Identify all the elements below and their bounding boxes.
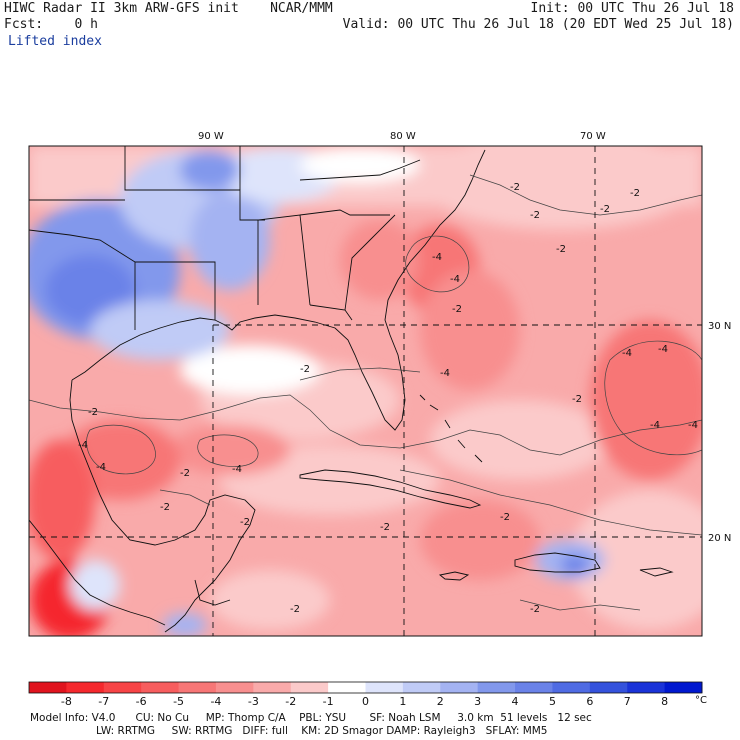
colorbar-swatch xyxy=(552,682,591,693)
colorbar-tick-label: -4 xyxy=(210,695,222,708)
contour-label: -2 xyxy=(530,604,540,615)
colorbar-tick-label: -5 xyxy=(173,695,185,708)
coastlines-and-borders xyxy=(29,146,674,633)
colorbar-tick-label: -6 xyxy=(135,695,147,708)
colorbar-unit: °C xyxy=(695,695,707,706)
colorbar-tick-label: 3 xyxy=(474,695,482,708)
colorbar-frame xyxy=(28,681,703,694)
colorbar-tick-label: 1 xyxy=(399,695,407,708)
colorbar-tick-label: -2 xyxy=(285,695,297,708)
contour-label: -2 xyxy=(530,210,540,221)
init-time: Init: 00 UTC Thu 26 Jul 18 xyxy=(530,1,735,16)
colorbar-tick-label: 6 xyxy=(586,695,594,708)
forecast-hour: Fcst: 0 h xyxy=(4,17,98,32)
colorbar-swatch xyxy=(29,682,67,693)
colorbar-swatch xyxy=(664,682,703,693)
contour-label: -4 xyxy=(650,420,660,431)
colorbar-tick-label: 5 xyxy=(548,695,556,708)
contour-label: -2 xyxy=(88,407,98,418)
contour-label: -2 xyxy=(240,517,250,528)
contour-label: -4 xyxy=(432,252,442,263)
graticule xyxy=(29,146,702,636)
colorbar-swatch xyxy=(290,682,329,693)
colorbar-tick-label: -1 xyxy=(322,695,334,708)
contour-label: -4 xyxy=(450,274,460,285)
contour-label: -2 xyxy=(180,468,190,479)
lon-label-90w: 90 W xyxy=(198,131,224,142)
map-frame xyxy=(28,145,703,637)
colorbar-tick-label: 2 xyxy=(436,695,444,708)
contour-label: -4 xyxy=(440,368,450,379)
colorbar-swatch xyxy=(402,682,441,693)
colorbar-swatch xyxy=(103,682,142,693)
contour-label: -2 xyxy=(290,604,300,615)
model-title: HIWC Radar II 3km ARW-GFS init NCAR/MMM xyxy=(4,1,333,16)
colorbar-tick-label: 4 xyxy=(511,695,519,708)
contour-label: -2 xyxy=(300,364,310,375)
colorbar-swatch xyxy=(477,682,516,693)
colorbar-swatch xyxy=(627,682,666,693)
colorbar-swatch xyxy=(515,682,553,693)
contour-label: -4 xyxy=(658,344,668,355)
contour-labels: -2 -2 -2 -2 -2 -4 -4 -2 -4 -4 -4 -4 -4 -… xyxy=(78,182,698,615)
colorbar xyxy=(28,681,703,694)
contour-label: -2 xyxy=(510,182,520,193)
contour-label: -4 xyxy=(622,348,632,359)
colorbar-swatch xyxy=(365,682,404,693)
colorbar-swatch xyxy=(178,682,217,693)
contour-label: -2 xyxy=(380,522,390,533)
colorbar-swatch xyxy=(253,682,292,693)
colorbar-swatch xyxy=(440,682,479,693)
colorbar-tick-label: -8 xyxy=(60,695,72,708)
model-info-line2: LW: RRTMG SW: RRTMG DIFF: full KM: 2D Sm… xyxy=(96,725,548,737)
valid-time: Valid: 00 UTC Thu 26 Jul 18 (20 EDT Wed … xyxy=(342,17,734,32)
contour-label: -4 xyxy=(78,440,88,451)
lon-label-80w: 80 W xyxy=(390,131,416,142)
contour-label: -4 xyxy=(688,420,698,431)
contour-label: -2 xyxy=(160,502,170,513)
contour-label: -2 xyxy=(600,204,610,215)
colorbar-swatch xyxy=(328,682,366,693)
lon-label-70w: 70 W xyxy=(580,131,606,142)
contour-label: -2 xyxy=(452,304,462,315)
field-shading xyxy=(29,146,702,636)
colorbar-tick-label: 0 xyxy=(362,695,369,708)
contour-label: -2 xyxy=(500,512,510,523)
colorbar-swatch xyxy=(215,682,254,693)
colorbar-tick-label: 8 xyxy=(661,695,669,708)
colorbar-swatch xyxy=(141,682,180,693)
contour-label: -4 xyxy=(96,462,106,473)
model-info-line1: Model Info: V4.0 CU: No Cu MP: Thomp C/A… xyxy=(30,712,592,724)
contour-label: -2 xyxy=(572,394,582,405)
contour-lines xyxy=(29,174,702,611)
contour-label: -2 xyxy=(556,244,566,255)
contour-label: -4 xyxy=(232,464,242,475)
lat-label-20n: 20 N xyxy=(708,533,731,544)
colorbar-tick-label: -7 xyxy=(98,695,110,708)
field-name: Lifted index xyxy=(8,34,102,49)
lat-label-30n: 30 N xyxy=(708,321,731,332)
contour-label: -2 xyxy=(630,188,640,199)
colorbar-tick-label: -3 xyxy=(247,695,259,708)
colorbar-swatch xyxy=(66,682,105,693)
colorbar-tick-label: 7 xyxy=(623,695,631,708)
colorbar-swatch xyxy=(589,682,628,693)
